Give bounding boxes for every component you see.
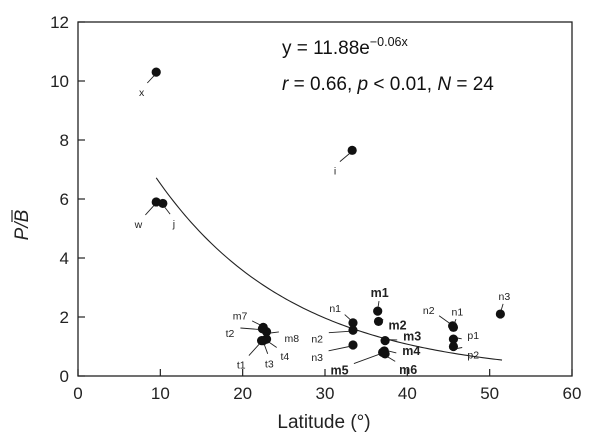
label-leader-line [457, 337, 462, 340]
point-label: m8 [285, 333, 300, 345]
data-point [348, 325, 358, 335]
y-tick-label: 10 [50, 72, 69, 91]
data-point [257, 336, 267, 346]
x-tick-label: 0 [73, 384, 82, 403]
label-leader-line [377, 301, 380, 308]
label-leader-line [344, 314, 351, 321]
exponential-fit-line [155, 177, 503, 361]
data-point [348, 340, 358, 350]
y-axis-title: P/B [11, 209, 33, 240]
label-leader-line [328, 330, 350, 334]
point-label: x [139, 87, 145, 99]
point-label: t1 [237, 360, 246, 372]
label-leader-line [268, 341, 277, 348]
x-tick-label: 30 [316, 384, 335, 403]
x-tick-label: 50 [480, 384, 499, 403]
y-tick-label: 2 [60, 308, 69, 327]
label-leader-line [387, 356, 396, 362]
point-label: t2 [226, 328, 235, 340]
x-axis-title: Latitude (°) [277, 412, 370, 433]
label-leader-line [500, 303, 504, 311]
point-label: m6 [399, 363, 417, 377]
point-label: m7 [233, 310, 248, 322]
label-leader-line [240, 327, 259, 330]
y-tick-label: 0 [60, 367, 69, 386]
label-leader-line [438, 315, 450, 324]
data-point [348, 318, 358, 328]
label-leader-line [388, 350, 397, 354]
label-leader-line [270, 331, 279, 334]
label-leader-line [339, 153, 350, 162]
y-tick-label: 8 [60, 131, 69, 150]
point-label: n1 [329, 303, 341, 315]
label-leader-line [381, 319, 384, 323]
y-tick-label: 6 [60, 190, 69, 209]
label-leader-line [248, 343, 260, 356]
data-point [373, 316, 384, 327]
data-point [378, 347, 388, 357]
point-label: n3 [499, 291, 511, 303]
data-point [448, 334, 459, 344]
data-point [448, 341, 459, 352]
axes: 0 10 20 30 40 50 60 0 2 4 6 8 10 12 [50, 13, 581, 403]
data-point [448, 322, 459, 332]
data-point [495, 309, 505, 319]
fit-equation: y = 11.88e−0.06x [282, 35, 408, 59]
data-point [151, 67, 161, 77]
point-label: w [134, 219, 143, 231]
label-leader-line [456, 347, 463, 349]
point-label: m3 [403, 330, 421, 344]
point-label: m5 [331, 363, 349, 377]
data-point [257, 324, 268, 334]
point-label: j [172, 218, 175, 230]
x-tick-label: 10 [151, 384, 170, 403]
point-label: n3 [311, 352, 323, 364]
data-point [380, 336, 390, 346]
point-label: m4 [402, 344, 420, 358]
point-label: n2 [311, 333, 323, 345]
x-tick-label: 40 [398, 384, 417, 403]
label-leader-line [263, 344, 269, 354]
y-axis-title-main: P/ [12, 221, 33, 241]
x-tick-label: 60 [563, 384, 582, 403]
label-leader-line [146, 75, 155, 84]
y-tick-label: 12 [50, 13, 69, 32]
fit-curve [155, 177, 503, 361]
data-point [373, 306, 383, 316]
point-label: n1 [452, 306, 464, 318]
label-leader-line [328, 346, 350, 352]
point-label: p1 [467, 330, 479, 342]
y-tick-label: 4 [60, 249, 69, 268]
label-leader-line [145, 204, 155, 216]
svg-text:P/B: P/B [12, 209, 33, 240]
label-leader-line [251, 320, 261, 326]
point-label: m1 [371, 286, 389, 300]
point-label: t3 [265, 359, 274, 371]
label-leader-line [453, 318, 457, 324]
point-label: m2 [389, 318, 407, 332]
data-point [347, 145, 357, 155]
label-leader-line [164, 206, 171, 215]
x-tick-label: 20 [233, 384, 252, 403]
point-label: i [334, 165, 336, 177]
fit-statistics: r = 0.66, p < 0.01, N = 24 [282, 74, 494, 95]
label-leader-line [353, 353, 380, 365]
y-axis-title-bar-symbol: B [12, 209, 33, 222]
data-point [158, 198, 168, 209]
point-label: n2 [423, 305, 435, 317]
data-points [151, 67, 505, 359]
point-label: p2 [467, 350, 479, 362]
point-label: t4 [281, 351, 290, 363]
